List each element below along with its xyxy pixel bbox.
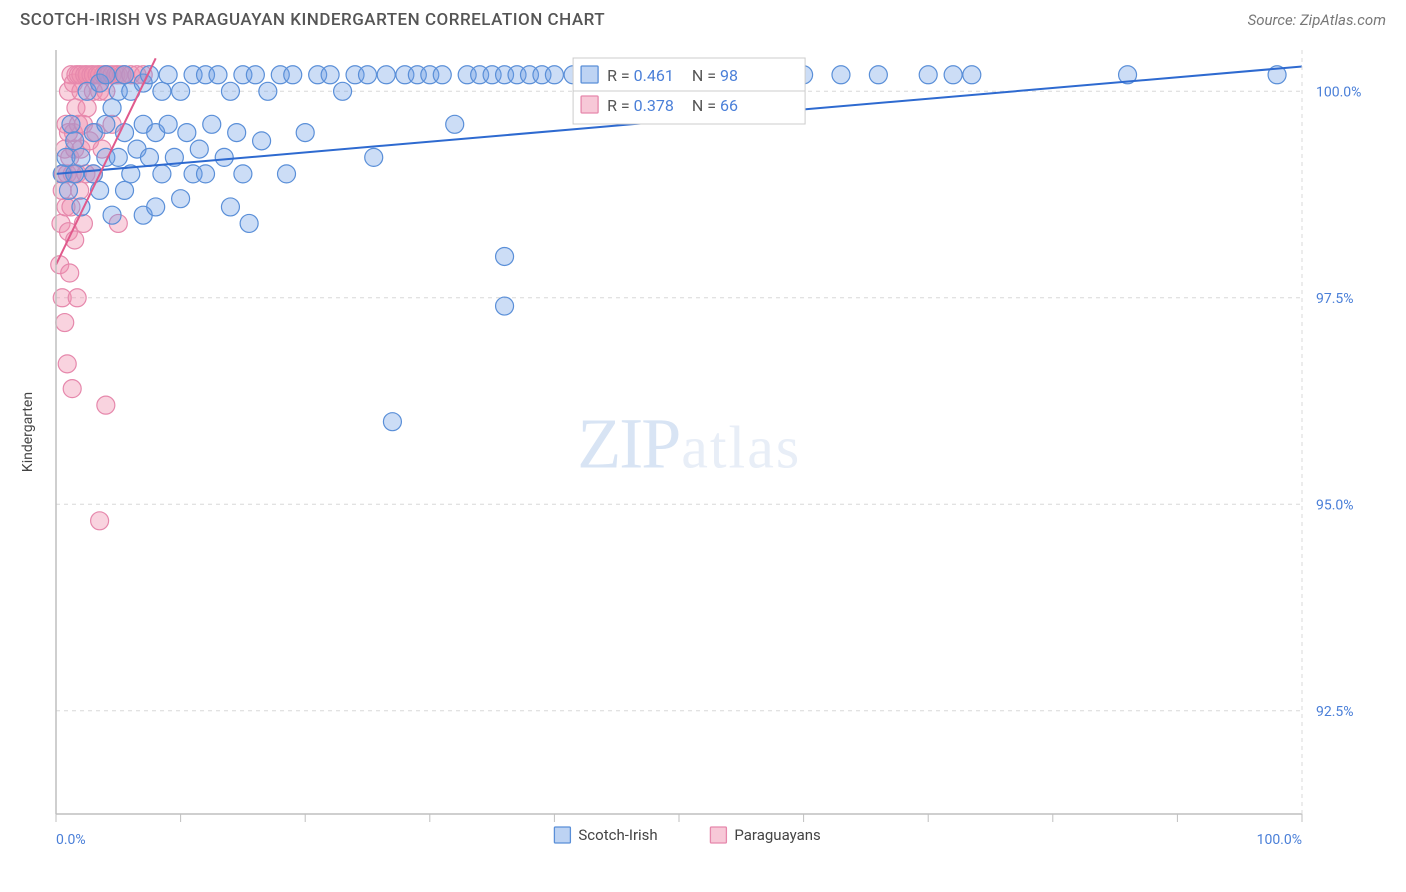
- stats-row: R = 0.378N = 66: [607, 96, 738, 115]
- scotch-irish-point: [209, 66, 227, 84]
- scotch-irish-point: [365, 148, 383, 166]
- scotch-irish-point: [321, 66, 339, 84]
- legend-label: Paraguayans: [734, 826, 820, 844]
- scotch-irish-point: [190, 140, 208, 158]
- scotch-irish-point: [153, 165, 171, 183]
- paraguayan-point: [58, 355, 76, 373]
- scotch-irish-point: [140, 66, 158, 84]
- scotch-irish-point: [296, 124, 314, 142]
- scotch-irish-point: [253, 132, 271, 150]
- scotch-irish-point: [228, 124, 246, 142]
- scotch-irish-point: [446, 115, 464, 133]
- scotch-irish-point: [66, 165, 84, 183]
- scotch-irish-point: [66, 132, 84, 150]
- scotch-irish-point: [109, 148, 127, 166]
- paraguayan-point: [61, 264, 79, 282]
- scotch-irish-point: [147, 198, 165, 216]
- scotch-irish-point: [545, 66, 563, 84]
- scotch-irish-point: [159, 115, 177, 133]
- scotch-irish-point: [496, 247, 514, 265]
- scotch-irish-point: [97, 66, 115, 84]
- scotch-irish-point: [172, 82, 190, 100]
- y-axis-label: Kindergarten: [20, 392, 36, 472]
- scotch-irish-point: [221, 198, 239, 216]
- scotch-irish-point: [240, 214, 258, 232]
- scotch-irish-point: [278, 165, 296, 183]
- scotch-irish-point: [59, 181, 77, 199]
- scotch-irish-point: [103, 206, 121, 224]
- scotch-irish-point: [97, 115, 115, 133]
- scotch-irish-point: [116, 66, 134, 84]
- legend-swatch: [710, 827, 726, 843]
- scotch-irish-point: [116, 124, 134, 142]
- paraguayan-point: [68, 289, 86, 307]
- x-tick-label: 100.0%: [1257, 832, 1302, 848]
- scotch-irish-point: [203, 115, 221, 133]
- scotch-irish-point: [72, 148, 90, 166]
- stats-row: R = 0.461N = 98: [607, 66, 738, 85]
- stats-swatch: [581, 66, 598, 83]
- y-tick-label: 95.0%: [1316, 497, 1354, 513]
- scotch-irish-point: [172, 190, 190, 208]
- scotch-irish-point: [377, 66, 395, 84]
- scotch-irish-point: [832, 66, 850, 84]
- scotch-irish-point: [103, 99, 121, 117]
- scotch-irish-point: [221, 82, 239, 100]
- scotch-irish-point: [116, 181, 134, 199]
- scotch-irish-point: [140, 148, 158, 166]
- scotch-irish-point: [159, 66, 177, 84]
- stats-swatch: [581, 96, 598, 113]
- scotch-irish-point: [215, 148, 233, 166]
- paraguayan-point: [63, 380, 81, 398]
- scotch-irish-point: [383, 413, 401, 431]
- scotch-irish-point: [433, 66, 451, 84]
- scotch-irish-point: [284, 66, 302, 84]
- paraguayan-point: [78, 99, 96, 117]
- paraguayan-point: [91, 512, 109, 530]
- chart-title: SCOTCH-IRISH VS PARAGUAYAN KINDERGARTEN …: [20, 10, 605, 30]
- scotch-irish-point: [178, 124, 196, 142]
- paraguayan-point: [97, 396, 115, 414]
- legend-label: Scotch-Irish: [578, 826, 657, 844]
- legend-swatch: [554, 827, 570, 843]
- scatter-chart: 92.5% 95.0% 97.5% 100.0% ZIPatlas 0.0% 100.0% K…: [14, 40, 1392, 862]
- y-tick-label: 100.0%: [1316, 84, 1361, 100]
- scotch-irish-point: [334, 82, 352, 100]
- scotch-irish-point: [944, 66, 962, 84]
- source-attribution: Source: ZipAtlas.com: [1248, 11, 1386, 29]
- scotch-irish-point: [153, 82, 171, 100]
- scotch-irish-point: [234, 165, 252, 183]
- scotch-irish-point: [62, 115, 80, 133]
- y-tick-label: 97.5%: [1316, 291, 1354, 307]
- scotch-irish-point: [496, 297, 514, 315]
- watermark: ZIPatlas: [577, 403, 801, 483]
- scotch-irish-point: [246, 66, 264, 84]
- scotch-irish-point: [359, 66, 377, 84]
- scotch-irish-point: [869, 66, 887, 84]
- paraguayan-point: [74, 214, 92, 232]
- chart-container: 92.5% 95.0% 97.5% 100.0% ZIPatlas 0.0% 100.0% K…: [14, 40, 1392, 862]
- x-tick-label: 0.0%: [56, 832, 86, 848]
- scotch-irish-point: [919, 66, 937, 84]
- scotch-irish-point: [197, 165, 215, 183]
- paraguayan-point: [56, 314, 74, 332]
- y-tick-label: 92.5%: [1316, 704, 1354, 720]
- scotch-irish-point: [91, 181, 109, 199]
- scotch-irish-point: [259, 82, 277, 100]
- scotch-irish-point: [963, 66, 981, 84]
